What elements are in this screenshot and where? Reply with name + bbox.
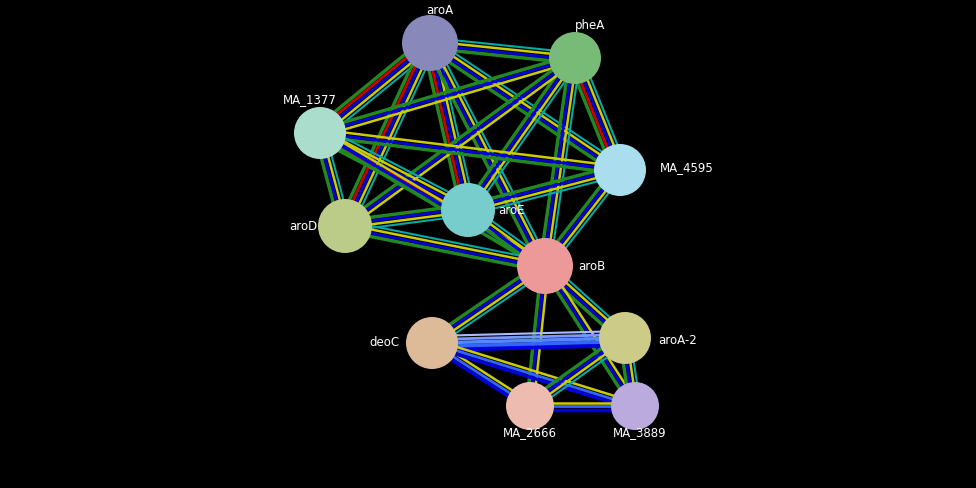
Circle shape — [594, 144, 646, 196]
Text: pheA: pheA — [575, 20, 605, 33]
Text: MA_3889: MA_3889 — [613, 427, 667, 440]
Circle shape — [517, 238, 573, 294]
Circle shape — [506, 382, 554, 430]
Text: aroE: aroE — [498, 203, 524, 217]
Circle shape — [402, 15, 458, 71]
Circle shape — [549, 32, 601, 84]
Circle shape — [294, 107, 346, 159]
Text: MA_1377: MA_1377 — [283, 94, 337, 106]
Text: MA_2666: MA_2666 — [503, 427, 557, 440]
Text: aroA: aroA — [427, 3, 454, 17]
Circle shape — [318, 199, 372, 253]
Text: aroA-2: aroA-2 — [658, 333, 697, 346]
Text: deoC: deoC — [370, 337, 400, 349]
Circle shape — [441, 183, 495, 237]
Text: MA_4595: MA_4595 — [660, 162, 713, 175]
Text: aroD: aroD — [290, 220, 318, 232]
Circle shape — [406, 317, 458, 369]
Circle shape — [611, 382, 659, 430]
Text: aroB: aroB — [578, 260, 605, 272]
Circle shape — [599, 312, 651, 364]
